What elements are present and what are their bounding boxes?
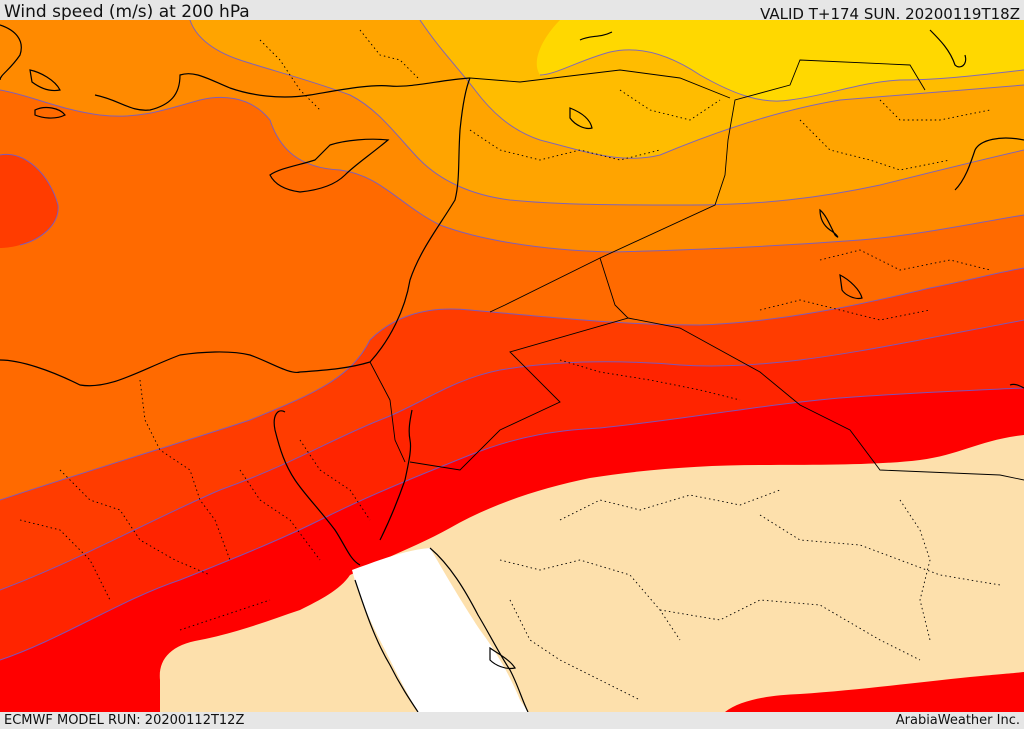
land-below-threshold — [350, 435, 1024, 712]
credit-label: ArabiaWeather Inc. — [895, 713, 1020, 728]
internal-boundaries — [19, 29, 1001, 701]
coastlines — [0, 24, 1024, 712]
band-yellow — [536, 20, 1024, 102]
valid-time: VALID T+174 SUN. 20200119T18Z — [760, 5, 1020, 23]
country-borders — [369, 59, 1024, 481]
red-sea — [352, 548, 528, 712]
map-canvas — [0, 20, 1024, 712]
band-red-orange-west — [0, 154, 59, 248]
map-header: Wind speed (m/s) at 200 hPa VALID T+174 … — [0, 0, 1024, 23]
map-footer: ECMWF MODEL RUN: 20200112T12Z ArabiaWeat… — [0, 712, 1024, 729]
contour-lines — [0, 20, 1024, 661]
land-below-threshold-sw — [159, 575, 360, 712]
band-red-southeast — [725, 672, 1024, 712]
wind-speed-map — [0, 20, 1024, 712]
map-title: Wind speed (m/s) at 200 hPa — [4, 2, 250, 22]
model-run-label: ECMWF MODEL RUN: 20200112T12Z — [4, 713, 245, 728]
